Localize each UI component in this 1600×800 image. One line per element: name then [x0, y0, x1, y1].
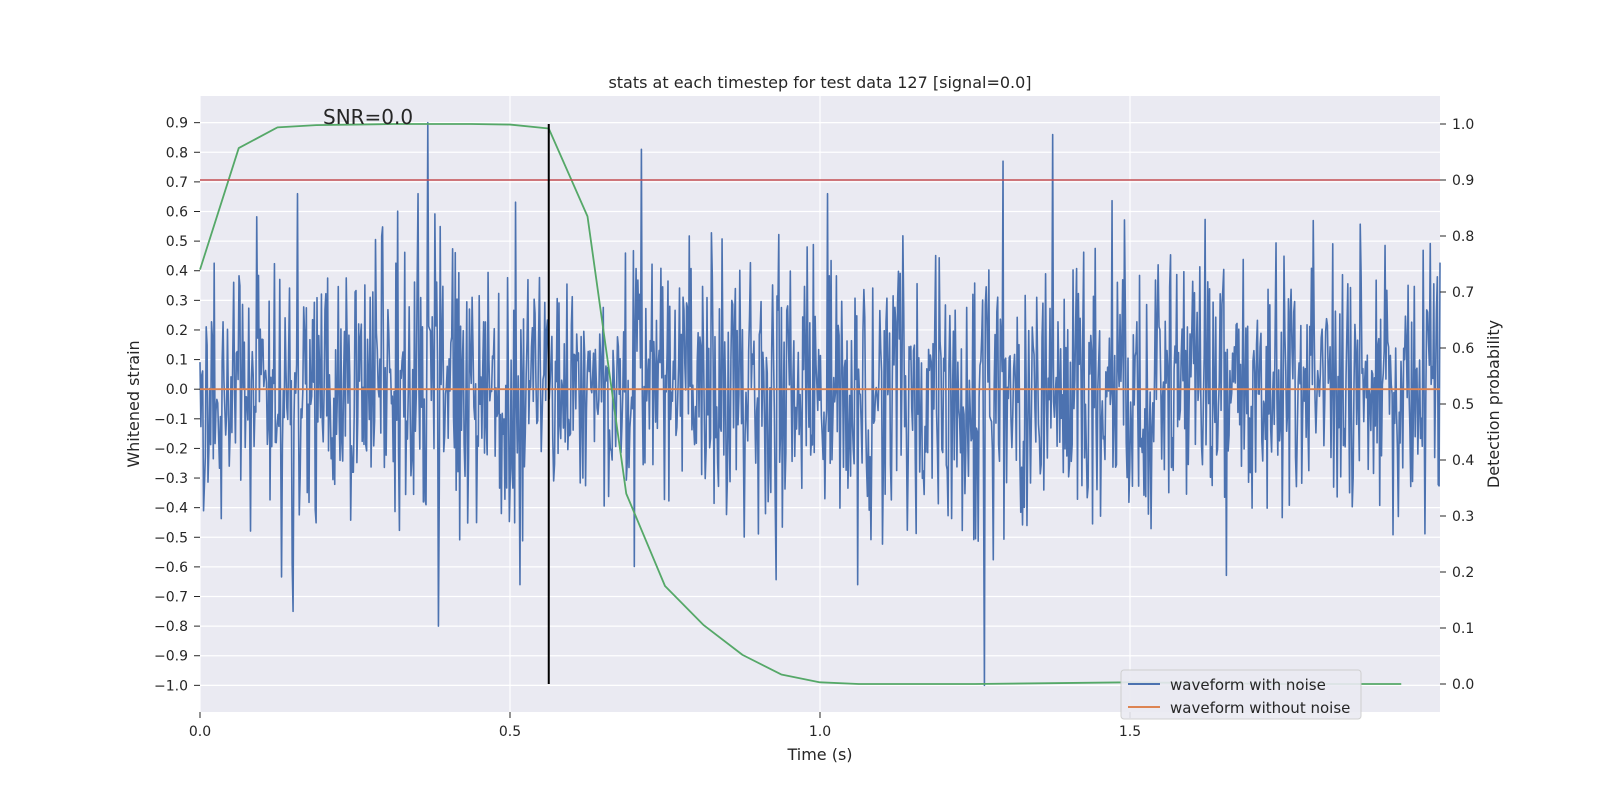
x-axis-label: Time (s) [786, 745, 852, 764]
y-tick-label: 0.8 [166, 145, 188, 161]
legend-label-noise: waveform with noise [1170, 676, 1326, 694]
y2-tick-label: 0.8 [1452, 229, 1474, 245]
legend-label-clean: waveform without noise [1170, 699, 1350, 717]
y-tick-label: 0.9 [166, 116, 188, 132]
y2-axis-ticks: 1.0 0.9 0.8 0.7 0.6 0.5 0.4 0.3 0.2 0.1 0.0 [1440, 117, 1474, 693]
y2-tick-label: 0.0 [1452, 677, 1474, 693]
series-detection-probability [199, 123, 1402, 685]
x-tick-label: 0.0 [189, 724, 211, 740]
y2-tick-label: 0.7 [1452, 285, 1474, 301]
snr-annotation: SNR=0.0 [323, 105, 413, 129]
y-tick-label: −0.7 [154, 590, 188, 606]
y2-tick-label: 1.0 [1452, 117, 1474, 133]
y-tick-label: −0.6 [154, 560, 188, 576]
y-tick-label: 0.0 [166, 382, 188, 398]
x-tick-label: 0.5 [499, 724, 521, 740]
y-tick-label: −1.0 [154, 678, 188, 694]
y-tick-label: 0.5 [166, 234, 188, 250]
y-tick-label: −0.8 [154, 619, 188, 635]
y-tick-label: 0.1 [166, 353, 188, 369]
y-tick-label: −0.2 [154, 441, 188, 457]
series-layer [199, 121, 1441, 687]
y2-tick-label: 0.3 [1452, 509, 1474, 525]
chart-title: stats at each timestep for test data 127… [608, 73, 1031, 92]
y-tick-label: 0.2 [166, 323, 188, 339]
y-tick-label: 0.3 [166, 293, 188, 309]
series-waveform-with-noise [199, 121, 1441, 687]
y-tick-label: −0.9 [154, 649, 188, 665]
legend-box [1120, 669, 1362, 720]
y2-tick-label: 0.4 [1452, 453, 1474, 469]
y-tick-label: −0.4 [154, 501, 188, 517]
y2-tick-label: 0.1 [1452, 621, 1474, 637]
y2-axis-label: Detection probability [1484, 320, 1503, 488]
x-tick-label: 1.5 [1119, 724, 1141, 740]
y2-tick-label: 0.5 [1452, 397, 1474, 413]
y-axis-label: Whitened strain [124, 340, 143, 467]
y-tick-label: 0.7 [166, 175, 188, 191]
y-tick-label: 0.4 [166, 264, 188, 280]
legend: waveform with noise waveform without noi… [1120, 669, 1362, 720]
y-tick-label: 0.6 [166, 205, 188, 221]
x-axis-ticks: 0.0 0.5 1.0 1.5 [189, 712, 1141, 740]
y2-tick-label: 0.2 [1452, 565, 1474, 581]
y2-tick-label: 0.9 [1452, 173, 1474, 189]
y-tick-label: −0.5 [154, 530, 188, 546]
x-tick-label: 1.0 [809, 724, 831, 740]
y2-tick-label: 0.6 [1452, 341, 1474, 357]
y-tick-label: −0.3 [154, 471, 188, 487]
y-tick-label: −0.1 [154, 412, 188, 428]
y-axis-ticks: 0.9 0.8 0.7 0.6 0.5 0.4 0.3 0.2 0.1 0.0 −0.1 −0.2 −0… [154, 116, 200, 694]
